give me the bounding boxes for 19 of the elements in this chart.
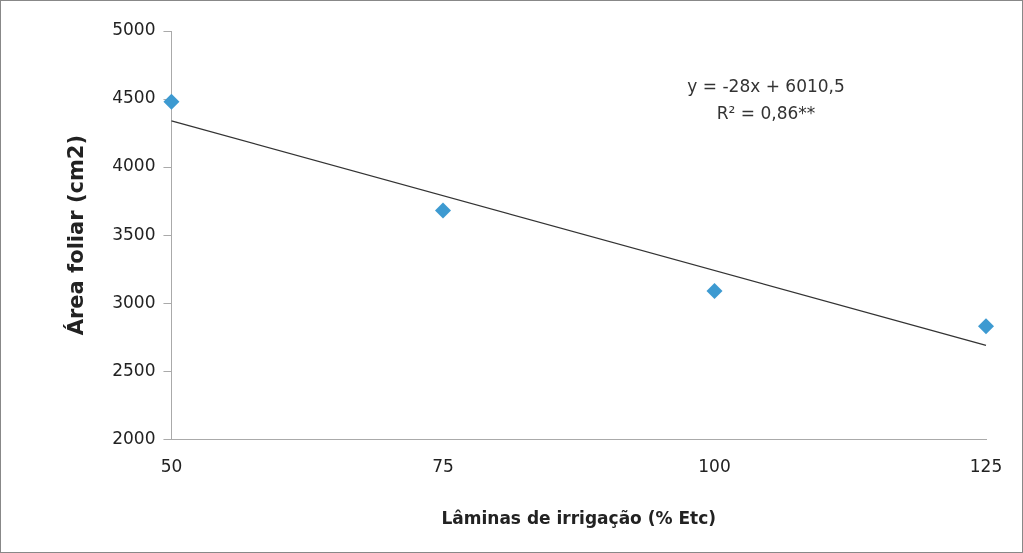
y-axis-title: Área foliar (cm2) (63, 134, 89, 336)
x-tick-label: 125 (969, 455, 1003, 476)
x-tick-label: 50 (160, 455, 183, 476)
point (434, 202, 451, 219)
y-tick-label: 5000 (112, 19, 156, 40)
point (163, 93, 180, 110)
point (706, 282, 723, 299)
annotation: y = -28x + 6010,5 (687, 76, 845, 97)
y-tick-label: 3500 (112, 223, 156, 244)
x-tick-label: 100 (698, 455, 731, 476)
y-tick-label: 4000 (112, 155, 156, 176)
y-tick-label: 3000 (112, 291, 156, 312)
x-axis-title: Lâminas de irrigação (% Etc) (441, 508, 717, 529)
y-tick-label: 4500 (112, 87, 156, 108)
point (978, 318, 994, 335)
y-tick-label: 2000 (112, 427, 156, 448)
x-tick-label: 75 (432, 455, 454, 476)
y-tick-label: 2500 (112, 359, 156, 380)
annotation: R² = 0,86** (716, 103, 816, 124)
